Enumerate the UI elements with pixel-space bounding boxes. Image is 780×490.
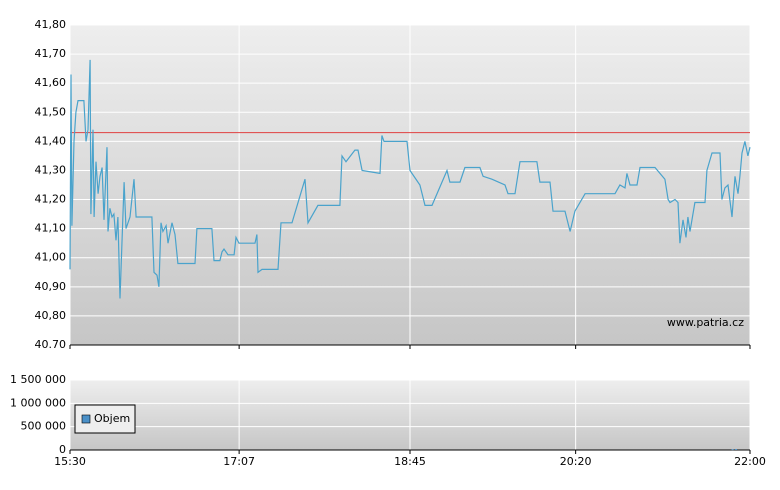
y-tick-label: 40.70 [35, 338, 67, 351]
price-line [69, 59, 751, 299]
y-tick-label: 0 [59, 443, 66, 456]
y-tick-label: 41,30 [35, 163, 67, 176]
y-tick-label: 41,60 [35, 76, 67, 89]
y-tick-label: 40,80 [35, 309, 67, 322]
x-tick-label: 18:45 [394, 455, 426, 468]
legend-label: Objem [94, 412, 130, 425]
y-tick-label: 41,00 [35, 251, 67, 264]
y-tick-label: 41,40 [35, 134, 67, 147]
y-tick-label: 1 000 000 [10, 396, 66, 409]
y-tick-label: 41,20 [35, 193, 67, 206]
x-tick-label: 15:30 [54, 455, 86, 468]
legend: Objem [74, 404, 136, 434]
y-tick-label: 41,70 [35, 47, 67, 60]
legend-swatch [81, 414, 91, 424]
volume-bar [731, 449, 734, 451]
y-tick-label: 41,50 [35, 105, 67, 118]
y-tick-label: 41,10 [35, 222, 67, 235]
y-tick-label: 40,90 [35, 280, 67, 293]
y-tick-label: 41,80 [35, 18, 67, 31]
x-tick-label: 17:07 [223, 455, 255, 468]
x-tick-label: 20:20 [560, 455, 592, 468]
y-tick-label: 500 000 [21, 420, 67, 433]
y-tick-label: 1 500 000 [10, 373, 66, 386]
watermark: www.patria.cz [667, 316, 744, 329]
volume-bar [735, 449, 738, 450]
x-tick-label: 22:00 [734, 455, 766, 468]
